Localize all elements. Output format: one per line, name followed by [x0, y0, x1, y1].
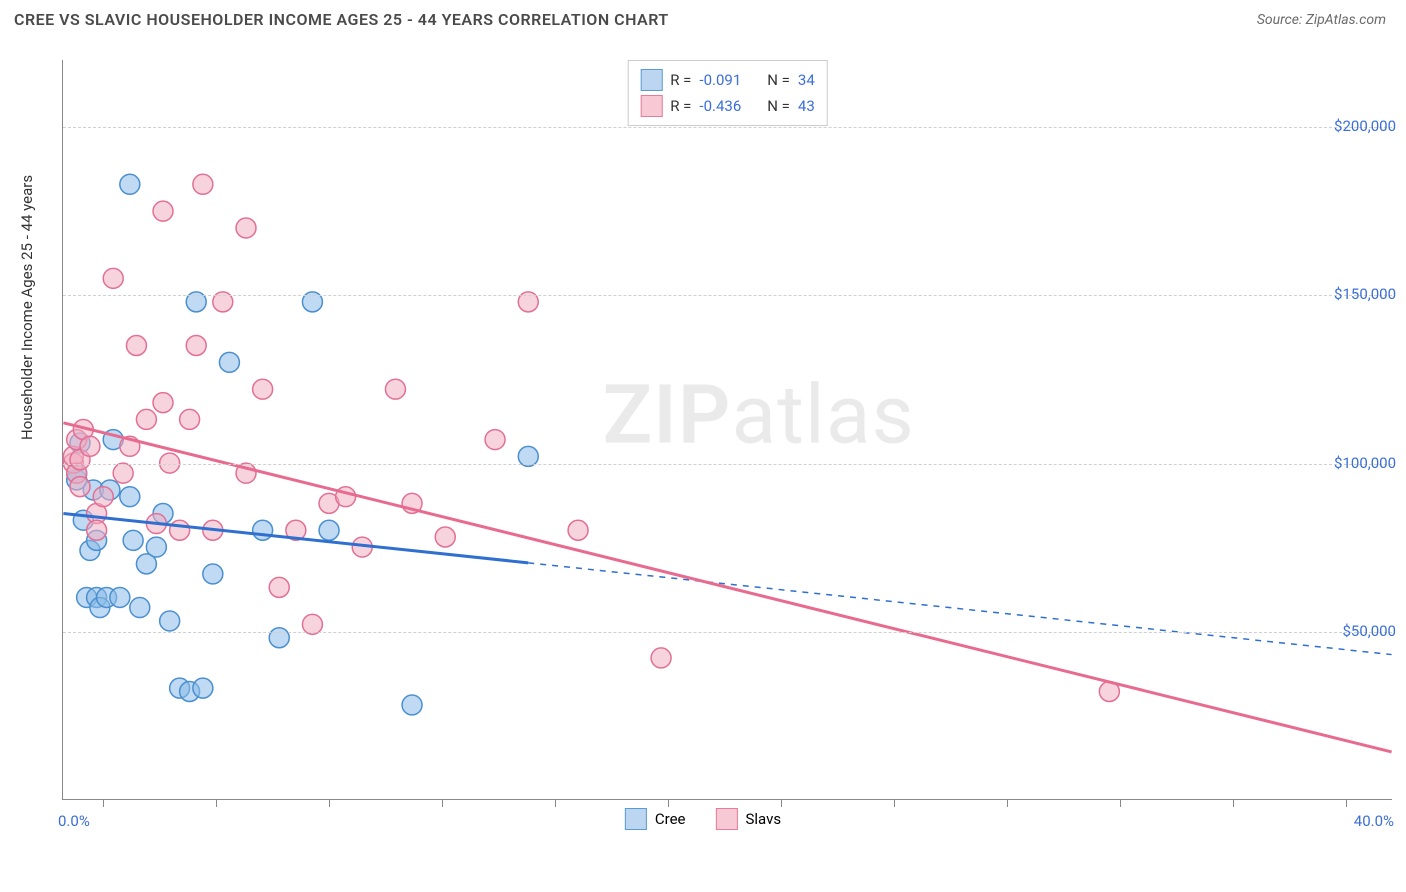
data-point [219, 352, 239, 372]
n-value: 34 [798, 71, 815, 89]
data-point [236, 218, 256, 238]
data-point [203, 564, 223, 584]
data-point [120, 174, 140, 194]
data-point [87, 520, 107, 540]
legend-swatch [716, 808, 738, 830]
trend-line-extrapolated [528, 563, 1391, 655]
y-tick-label: $150,000 [1334, 285, 1396, 303]
legend-swatch [625, 808, 647, 830]
data-point [269, 577, 289, 597]
data-point [120, 487, 140, 507]
data-point [319, 520, 339, 540]
gridline [63, 632, 1392, 633]
r-label: R = [670, 71, 691, 89]
data-point [170, 520, 190, 540]
legend-row: R = -0.091 N = 34 [640, 67, 815, 93]
x-tick [894, 799, 895, 807]
data-point [126, 336, 146, 356]
data-point [136, 409, 156, 429]
data-point [402, 695, 422, 715]
y-tick-label: $200,000 [1334, 117, 1396, 135]
n-label: N = [767, 71, 790, 89]
x-tick [1346, 799, 1347, 807]
data-point [93, 487, 113, 507]
trend-line [63, 423, 1391, 752]
legend-row: R = -0.436 N = 43 [640, 93, 815, 119]
data-point [70, 477, 90, 497]
data-point [193, 678, 213, 698]
r-label: R = [670, 97, 691, 115]
data-point [253, 379, 273, 399]
gridline [63, 295, 1392, 296]
data-point [113, 463, 133, 483]
data-point [80, 436, 100, 456]
correlation-legend: R = -0.091 N = 34 R = -0.436 N = 43 [627, 60, 828, 126]
data-point [651, 648, 671, 668]
x-tick [1233, 799, 1234, 807]
x-tick [781, 799, 782, 807]
n-label: N = [767, 97, 790, 115]
x-tick [1007, 799, 1008, 807]
legend-item: Cree [625, 808, 686, 830]
data-point [160, 611, 180, 631]
data-point [193, 174, 213, 194]
x-tick [555, 799, 556, 807]
n-value: 43 [798, 97, 815, 115]
x-tick [329, 799, 330, 807]
x-tick [442, 799, 443, 807]
data-point [180, 409, 200, 429]
data-point [435, 527, 455, 547]
data-point [103, 268, 123, 288]
data-point [153, 201, 173, 221]
series-legend: Cree Slavs [625, 808, 781, 830]
data-point [269, 628, 289, 648]
legend-label: Cree [655, 810, 686, 828]
x-tick [668, 799, 669, 807]
r-value: -0.436 [699, 97, 741, 115]
data-point [123, 530, 143, 550]
gridline [63, 464, 1392, 465]
x-tick [103, 799, 104, 807]
x-axis-end: 40.0% [1354, 812, 1394, 830]
y-tick-label: $50,000 [1342, 622, 1396, 640]
data-point [253, 520, 273, 540]
y-axis-label: Householder Income Ages 25 - 44 years [18, 175, 36, 440]
legend-swatch [640, 69, 662, 91]
x-tick [216, 799, 217, 807]
scatter-svg [63, 60, 1392, 799]
legend-item: Slavs [716, 808, 782, 830]
x-tick [1120, 799, 1121, 807]
chart-header: CREE VS SLAVIC HOUSEHOLDER INCOME AGES 2… [0, 0, 1406, 39]
data-point [485, 430, 505, 450]
data-point [146, 537, 166, 557]
x-axis-start: 0.0% [58, 812, 90, 830]
plot-area: ZIPatlas R = -0.091 N = 34 R = -0.436 N … [62, 60, 1392, 800]
data-point [153, 393, 173, 413]
data-point [385, 379, 405, 399]
r-value: -0.091 [699, 71, 741, 89]
data-point [186, 336, 206, 356]
data-point [130, 598, 150, 618]
legend-label: Slavs [746, 810, 782, 828]
gridline [63, 127, 1392, 128]
chart-source: Source: ZipAtlas.com [1257, 12, 1386, 28]
chart-title: CREE VS SLAVIC HOUSEHOLDER INCOME AGES 2… [14, 10, 669, 29]
data-point [568, 520, 588, 540]
legend-swatch [640, 95, 662, 117]
y-tick-label: $100,000 [1334, 454, 1396, 472]
data-point [110, 587, 130, 607]
